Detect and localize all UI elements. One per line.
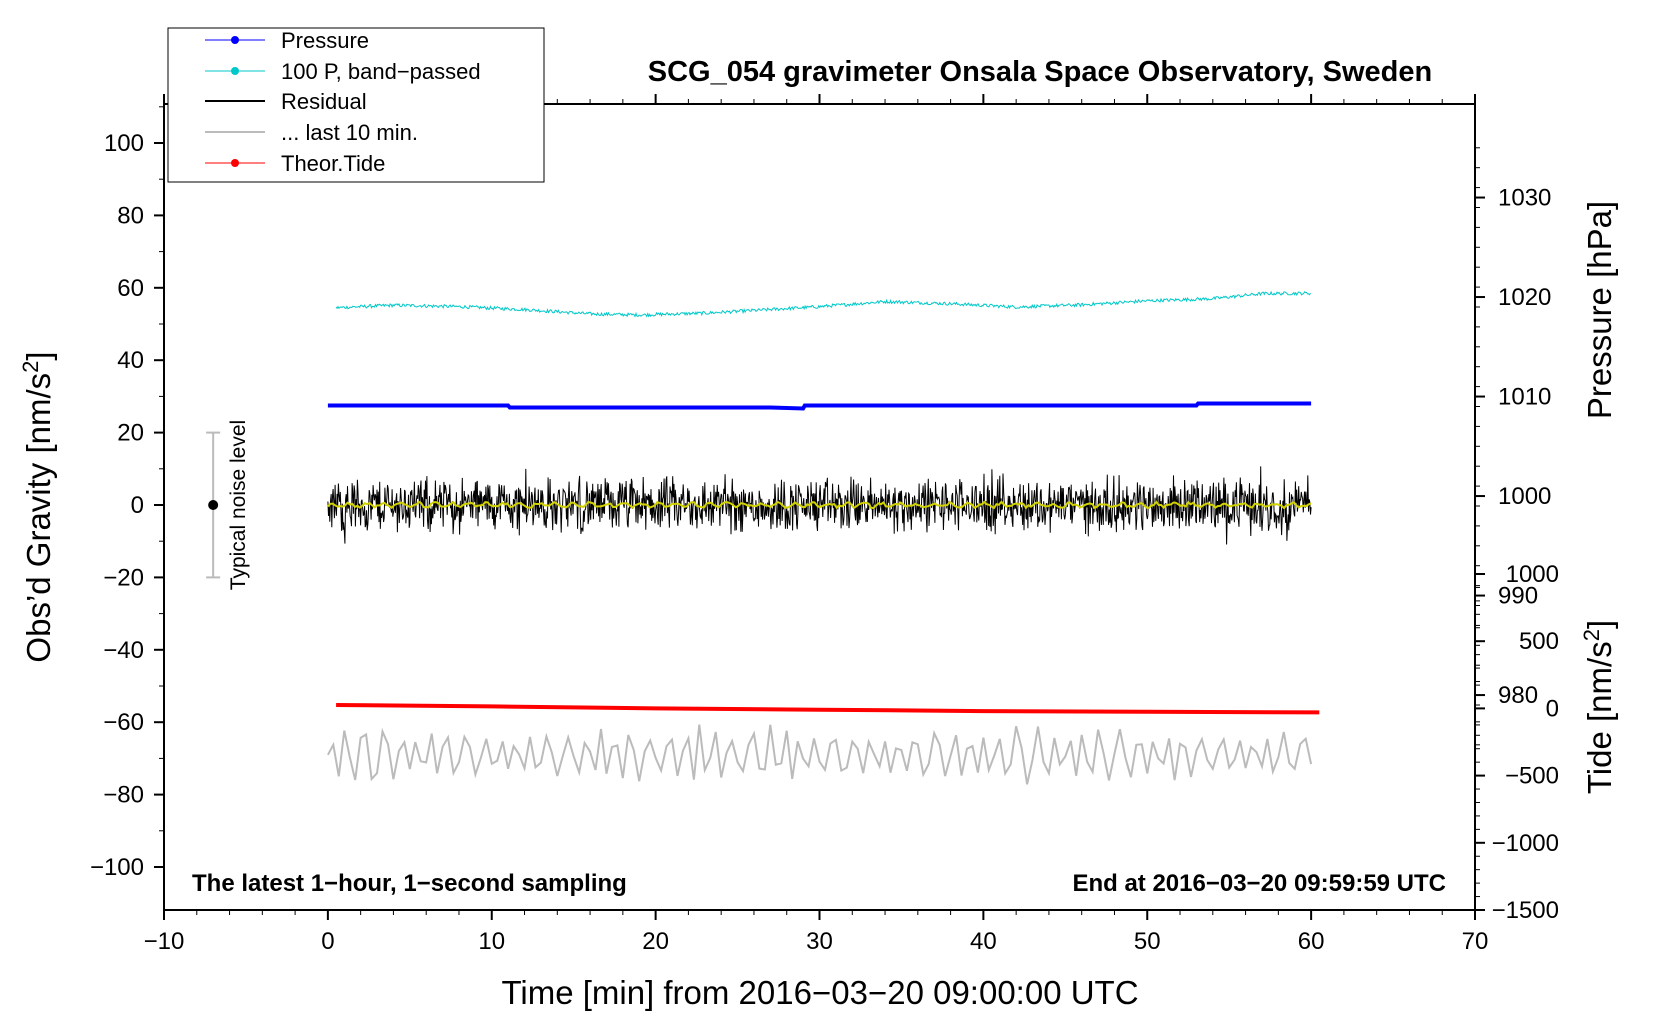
tide-axis-label-end: ] [1581,620,1618,629]
y-tick-label-8: −60 [103,709,144,736]
tide-tick-label-5: −1500 [1492,897,1559,924]
y-tick-label-6: −20 [103,564,144,591]
tide-tick-label-1: 500 [1519,628,1559,655]
series-layer [327,290,1320,785]
y-axis-label-sup: 2 [18,361,43,373]
legend-label-bandpassed: 100 P, band−passed [281,59,481,84]
y-tick-label-0: 100 [104,130,144,157]
legend-label-pressure: Pressure [281,28,369,53]
pressure-tick-label-1: 1020 [1498,284,1551,311]
y-tick-label-9: −80 [103,782,144,809]
chart-title: SCG_054 gravimeter Onsala Space Observat… [648,56,1432,88]
y-tick-label-1: 80 [117,202,144,229]
tide-tick-label-3: −500 [1505,763,1559,790]
series-last-10-min [327,724,1313,785]
series-residual-smoothed [327,500,1312,510]
series-residual [327,466,1312,545]
pressure-tick-label-5: 980 [1498,682,1538,709]
x-tick-label-3: 20 [642,928,669,955]
axis-ticks: −10 0 10 20 30 40 50 60 70100806040200−20−40−60−… [90,94,1559,955]
series-band-passed [335,290,1311,318]
legend-marker-pressure [231,36,239,44]
tide-axis-label: Tide [nm/s2] [1579,620,1618,794]
legend-marker-bandpassed [231,67,239,75]
tide-tick-label-0: 1000 [1506,561,1559,588]
legend-box [167,27,545,183]
tide-tick-label-2: 0 [1546,695,1559,722]
tide-tick-label-4: −1000 [1492,830,1559,857]
x-tick-label-5: 40 [970,928,997,955]
y-axis-label-end: ] [20,351,57,360]
note-left: The latest 1−hour, 1−second sampling [192,870,627,897]
pressure-tick-label-2: 1010 [1498,384,1551,411]
y-tick-label-5: 0 [131,492,144,519]
noise-bar: Typical noise level [206,420,250,590]
pressure-axis-label: Pressure [hPa] [1581,201,1618,419]
tide-axis-label-sup: 2 [1579,629,1604,641]
legend-label-last10: ... last 10 min. [281,120,418,145]
x-tick-label-0: −10 [144,928,185,955]
pressure-tick-label-3: 1000 [1498,483,1551,510]
noise-bar-center [208,500,219,510]
y-tick-label-7: −40 [103,637,144,664]
legend: Pressure 100 P, band−passed Residual ...… [167,27,545,183]
note-right: End at 2016−03−20 09:59:59 UTC [1072,870,1446,897]
x-tick-label-7: 60 [1298,928,1325,955]
y-tick-label-10: −100 [90,854,144,881]
legend-label-residual: Residual [281,89,367,114]
y-axis-label: Obs’d Gravity [nm/s2] [18,351,57,662]
y-tick-label-4: 20 [117,420,144,447]
x-tick-label-2: 10 [478,928,505,955]
pressure-tick-label-0: 1030 [1498,185,1551,212]
pressure-tick-label-4: 990 [1498,583,1538,610]
noise-bar-label: Typical noise level [227,420,250,590]
legend-marker-tide [231,159,239,167]
x-tick-label-8: 70 [1462,928,1489,955]
x-axis-label: Time [min] from 2016−03−20 09:00:00 UTC [501,974,1138,1011]
x-tick-label-1: 0 [321,928,334,955]
x-tick-label-4: 30 [806,928,833,955]
tide-axis-label-main: Tide [nm/s [1581,641,1618,794]
series-pressure [327,401,1312,411]
y-tick-label-2: 60 [117,275,144,302]
legend-label-tide: Theor.Tide [281,151,385,176]
series-theor-tide [336,703,1320,715]
x-tick-label-6: 50 [1134,928,1161,955]
y-tick-label-3: 40 [117,347,144,374]
y-axis-label-main: Obs’d Gravity [nm/s [20,373,57,663]
